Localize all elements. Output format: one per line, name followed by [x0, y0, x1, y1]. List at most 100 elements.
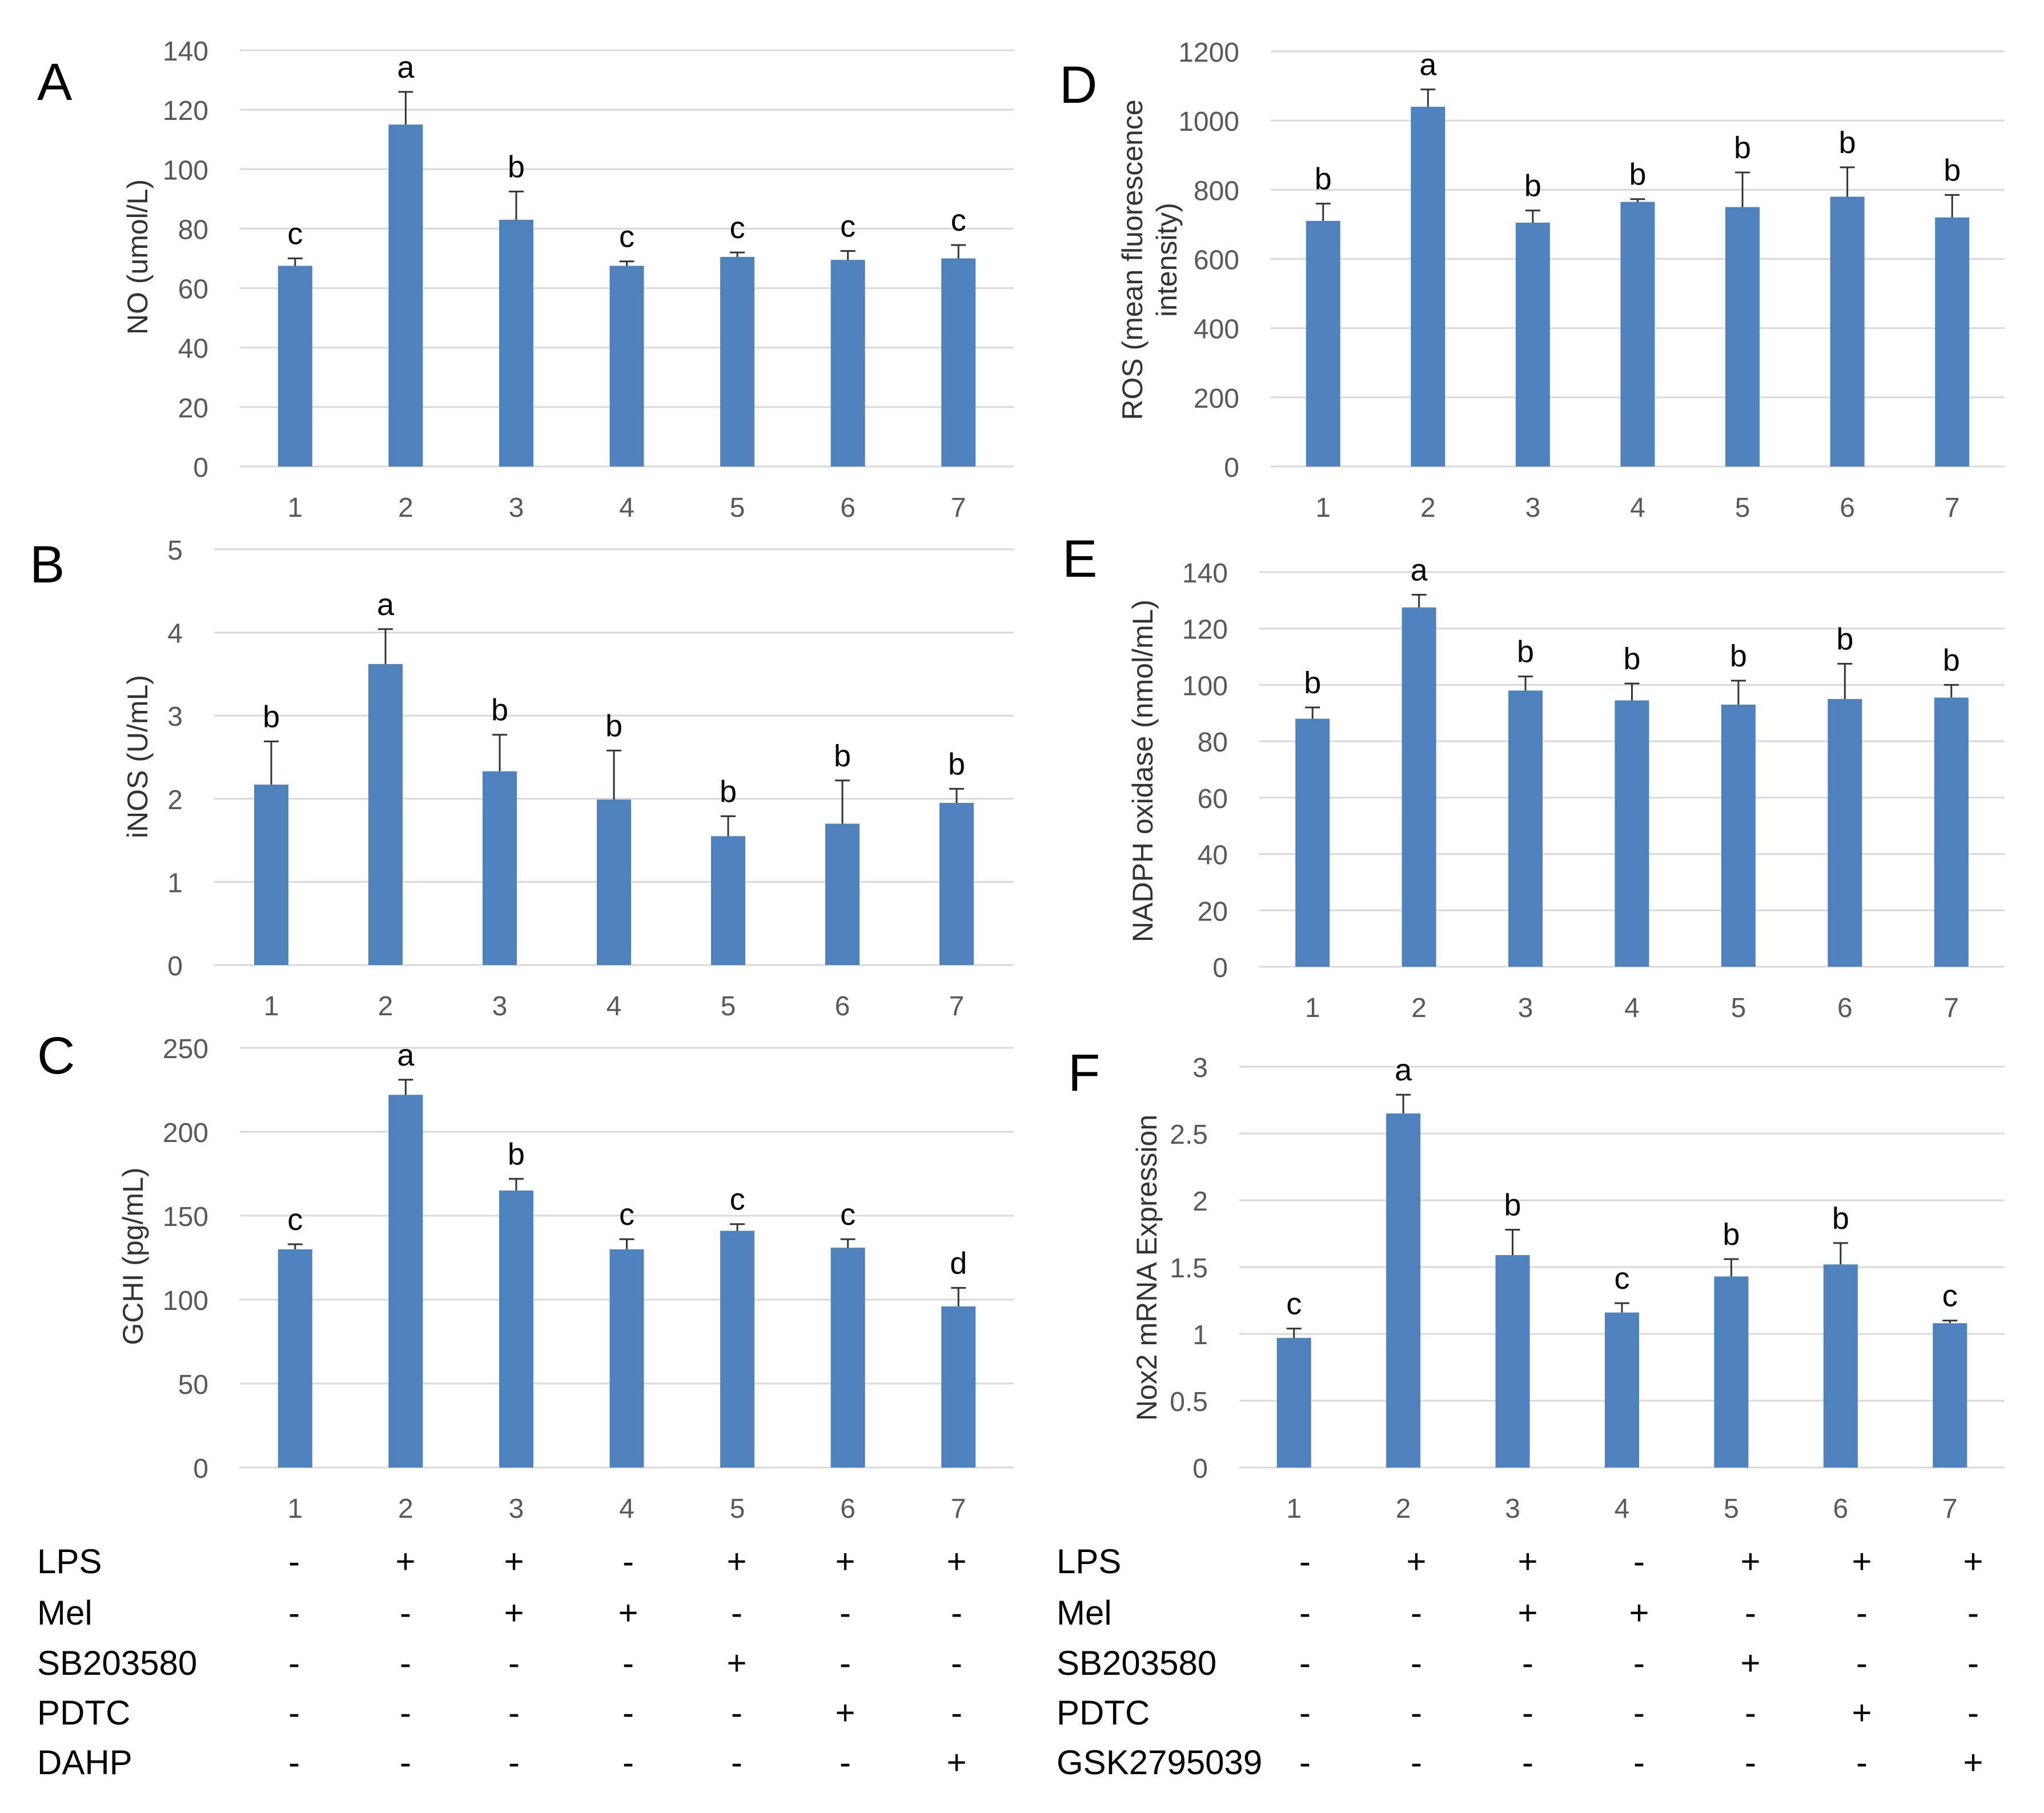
condition-sign: -: [400, 1594, 411, 1632]
panel-b-sig-letter-5: b: [720, 774, 737, 809]
condition-sign: +: [1517, 1594, 1538, 1632]
panel-c-ytick-label: 150: [163, 1202, 208, 1232]
condition-sign: -: [1522, 1644, 1533, 1682]
panel-e-sig-letter-7: b: [1943, 643, 1960, 677]
panel-f-sig-letter-5: b: [1722, 1217, 1740, 1252]
panel-c-xtick-label: 7: [951, 1494, 966, 1524]
panel-b-xtick-label: 1: [264, 991, 279, 1022]
condition-sign: -: [1411, 1644, 1422, 1682]
condition-sign: -: [1745, 1743, 1756, 1782]
condition-label: Mel: [1057, 1594, 1112, 1632]
panel-e-sig-letter-3: b: [1517, 635, 1534, 669]
panel-a-bar-3: [499, 219, 533, 467]
panel-f-sig-letter-7: c: [1942, 1279, 1958, 1313]
condition-sign: -: [951, 1694, 962, 1732]
panel-b-bar-5: [711, 836, 745, 965]
condition-sign: -: [1633, 1542, 1645, 1581]
panel-f-sig-letter-1: c: [1286, 1287, 1302, 1321]
condition-sign: -: [1633, 1743, 1645, 1782]
condition-sign: -: [508, 1644, 520, 1682]
panel-e-ytick-label: 20: [1198, 897, 1228, 927]
condition-sign: +: [946, 1743, 967, 1782]
condition-sign: -: [1411, 1694, 1422, 1732]
condition-label: LPS: [37, 1542, 102, 1581]
panel-a-letter: A: [37, 53, 73, 111]
condition-sign: -: [1633, 1694, 1645, 1732]
panel-d-ylabel: intensity): [1151, 203, 1183, 317]
panel-c-bar-6: [830, 1247, 865, 1468]
panel-b-ytick-label: 3: [167, 702, 183, 732]
panel-a-bar-7: [941, 258, 976, 467]
panel-c-xtick-label: 6: [840, 1494, 856, 1524]
panel-a-sig-letter-1: c: [287, 217, 303, 251]
panel-d-ylabel: ROS (mean fluorescence: [1117, 99, 1149, 420]
panel-d-xtick-label: 1: [1315, 493, 1331, 523]
panel-c-xtick-label: 1: [287, 1494, 303, 1524]
panel-f-xtick-label: 3: [1505, 1494, 1520, 1524]
condition-sign: -: [1856, 1743, 1868, 1782]
condition-sign: -: [1411, 1594, 1422, 1632]
condition-sign: -: [1299, 1542, 1311, 1581]
panel-f-bar-5: [1714, 1276, 1749, 1468]
condition-sign: +: [726, 1644, 747, 1682]
panel-b-xtick-label: 3: [492, 991, 508, 1022]
condition-sign: -: [400, 1644, 411, 1682]
panel-e-xtick-label: 6: [1837, 993, 1853, 1023]
panel-d-letter: D: [1059, 56, 1097, 114]
panel-b-ylabel: iNOS (U/mL): [122, 675, 154, 838]
condition-sign: +: [1740, 1542, 1761, 1581]
panel-f-ytick-label: 1: [1192, 1320, 1208, 1350]
panel-e-sig-letter-6: b: [1836, 622, 1853, 656]
condition-sign: -: [288, 1743, 300, 1782]
panel-b-ytick-label: 0: [167, 951, 183, 982]
panel-a-xtick-label: 5: [730, 493, 745, 523]
panel-e-sig-letter-5: b: [1730, 639, 1747, 673]
condition-sign: -: [1299, 1594, 1311, 1632]
panel-f-ytick-label: 3: [1192, 1053, 1208, 1083]
panel-b-ytick-label: 2: [167, 785, 183, 815]
panel-b-sig-letter-3: b: [491, 693, 508, 727]
condition-sign: +: [504, 1594, 524, 1632]
panel-a-bar-5: [720, 256, 755, 467]
panel-d-xtick-label: 3: [1525, 493, 1541, 523]
condition-sign: -: [951, 1644, 962, 1682]
panel-b-ytick-label: 1: [167, 868, 183, 898]
panel-c-sig-letter-4: c: [619, 1197, 635, 1232]
panel-e-xtick-label: 3: [1518, 993, 1533, 1023]
panel-d-sig-letter-2: a: [1419, 48, 1437, 82]
panel-f-xtick-label: 1: [1286, 1494, 1302, 1524]
condition-sign: -: [1856, 1594, 1868, 1632]
condition-label: LPS: [1057, 1542, 1122, 1581]
panel-f-letter: F: [1068, 1044, 1100, 1102]
condition-sign: -: [623, 1743, 634, 1782]
condition-sign: +: [618, 1594, 639, 1632]
panel-e-ytick-label: 120: [1182, 615, 1228, 645]
panel-f-xtick-label: 6: [1833, 1494, 1849, 1524]
panel-e-bar-2: [1402, 607, 1436, 967]
condition-sign: +: [1963, 1542, 1983, 1581]
panel-b-bar-4: [597, 799, 631, 965]
panel-f-ytick-label: 0: [1192, 1454, 1208, 1484]
panel-b-xtick-label: 5: [721, 991, 736, 1022]
panel-a-ytick-label: 40: [178, 334, 208, 364]
condition-label: PDTC: [1057, 1694, 1150, 1732]
condition-sign: -: [1967, 1594, 1979, 1632]
panel-d-sig-letter-7: b: [1943, 153, 1961, 187]
condition-sign: -: [288, 1694, 300, 1732]
condition-sign: +: [1740, 1644, 1761, 1682]
panel-a-bar-6: [830, 260, 865, 467]
panel-e-xtick-label: 1: [1305, 993, 1320, 1023]
condition-label: SB203580: [37, 1644, 198, 1682]
condition-sign: -: [731, 1743, 742, 1782]
panel-f-bar-7: [1933, 1323, 1967, 1468]
panel-d-ytick-label: 0: [1224, 453, 1239, 483]
condition-sign: +: [395, 1542, 416, 1581]
panel-a-ylabel: NO (umol/L): [122, 179, 154, 335]
panel-d-sig-letter-3: b: [1524, 169, 1541, 203]
panel-d-sig-letter-6: b: [1839, 126, 1856, 160]
panel-c-sig-letter-1: c: [287, 1203, 303, 1237]
panel-b-bar-7: [939, 803, 974, 965]
condition-sign: -: [288, 1594, 300, 1632]
panel-d-ytick-label: 400: [1194, 315, 1239, 345]
condition-label: SB203580: [1057, 1644, 1217, 1682]
